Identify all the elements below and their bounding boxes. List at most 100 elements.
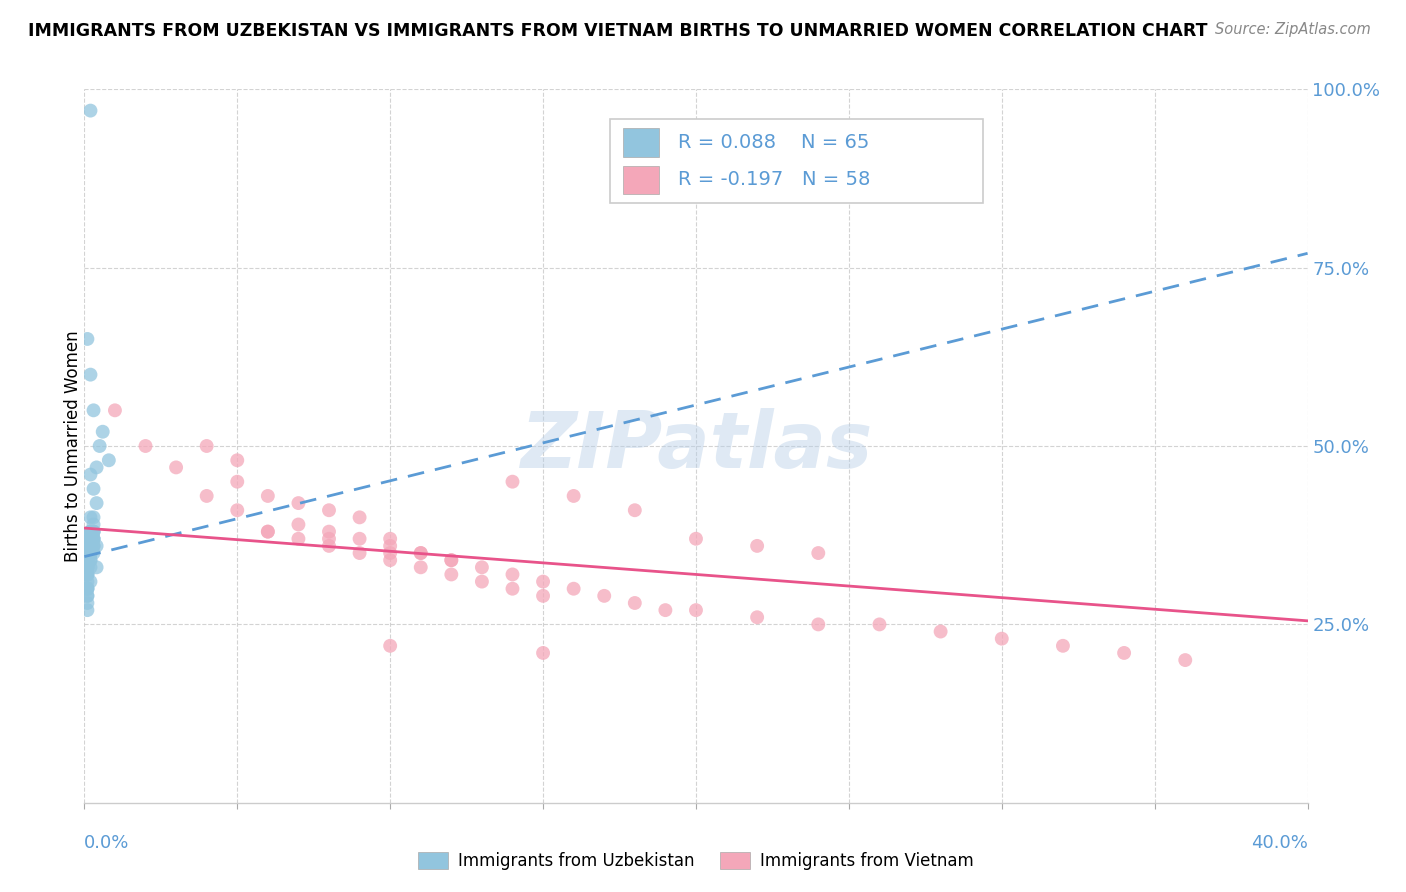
Point (685, 603, 707, 617)
Point (471, 560, 494, 574)
Text: IMMIGRANTS FROM UZBEKISTAN VS IMMIGRANTS FROM VIETNAM BIRTHS TO UNMARRIED WOMEN : IMMIGRANTS FROM UZBEKISTAN VS IMMIGRANTS… (28, 22, 1208, 40)
Point (380, 546, 402, 560)
Point (593, 589, 616, 603)
Point (1052, 639, 1074, 653)
Point (807, 546, 830, 560)
Point (1174, 653, 1197, 667)
Point (226, 475, 249, 489)
Point (287, 532, 309, 546)
Point (1114, 646, 1136, 660)
Point (83, 539, 105, 553)
Point (79, 539, 101, 553)
Point (502, 475, 524, 489)
Point (79, 546, 101, 560)
Point (83, 532, 105, 546)
Point (86, 496, 108, 510)
FancyBboxPatch shape (610, 120, 983, 203)
Point (135, 439, 157, 453)
Point (79, 532, 101, 546)
Point (76, 567, 98, 582)
Point (83, 524, 105, 539)
Point (83, 524, 105, 539)
Point (76, 560, 98, 574)
Point (76, 332, 98, 346)
Point (747, 610, 769, 624)
Point (380, 532, 402, 546)
Point (257, 489, 280, 503)
Point (349, 510, 371, 524)
Point (380, 553, 402, 567)
Point (807, 617, 830, 632)
Point (76, 582, 98, 596)
Point (562, 489, 585, 503)
Point (76, 589, 98, 603)
Point (76, 567, 98, 582)
Point (165, 460, 187, 475)
Point (76, 553, 98, 567)
Point (257, 524, 280, 539)
Y-axis label: Births to Unmarried Women: Births to Unmarried Women (65, 330, 82, 562)
Point (409, 560, 432, 574)
Point (76, 603, 98, 617)
Point (409, 546, 432, 560)
Point (76, 582, 98, 596)
Bar (623, 128, 659, 157)
Point (531, 589, 554, 603)
Point (502, 567, 524, 582)
Point (502, 582, 524, 596)
Point (531, 574, 554, 589)
Point (104, 403, 127, 417)
Point (79, 524, 101, 539)
Point (257, 524, 280, 539)
Point (76, 546, 98, 560)
Point (318, 503, 340, 517)
Point (79, 539, 101, 553)
Point (76, 567, 98, 582)
Point (318, 524, 340, 539)
Point (380, 639, 402, 653)
Point (83, 482, 105, 496)
Text: 40.0%: 40.0% (1251, 834, 1308, 852)
Point (79, 368, 101, 382)
Point (654, 603, 676, 617)
Point (76, 574, 98, 589)
Point (79, 467, 101, 482)
Point (79, 546, 101, 560)
Point (195, 439, 218, 453)
Point (380, 539, 402, 553)
Point (79, 553, 101, 567)
Point (562, 582, 585, 596)
Point (624, 596, 647, 610)
Point (226, 503, 249, 517)
Point (440, 567, 463, 582)
Point (869, 617, 891, 632)
Text: ZIPatlas: ZIPatlas (520, 408, 872, 484)
Point (79, 546, 101, 560)
Point (83, 546, 105, 560)
Point (79, 546, 101, 560)
Point (318, 539, 340, 553)
Point (76, 560, 98, 574)
Point (349, 532, 371, 546)
Point (89, 439, 111, 453)
Point (471, 574, 494, 589)
Point (83, 532, 105, 546)
Point (76, 553, 98, 567)
Point (195, 489, 218, 503)
Point (287, 517, 309, 532)
Point (318, 532, 340, 546)
Point (97, 453, 120, 467)
Point (76, 546, 98, 560)
Text: R = -0.197   N = 58: R = -0.197 N = 58 (678, 170, 870, 189)
Point (83, 532, 105, 546)
Point (79, 574, 101, 589)
Point (91, 425, 114, 439)
Point (86, 539, 108, 553)
Point (79, 560, 101, 574)
Point (79, 539, 101, 553)
Point (86, 560, 108, 574)
Text: Source: ZipAtlas.com: Source: ZipAtlas.com (1215, 22, 1371, 37)
Legend: Immigrants from Uzbekistan, Immigrants from Vietnam: Immigrants from Uzbekistan, Immigrants f… (412, 845, 980, 877)
Point (79, 539, 101, 553)
Point (440, 553, 463, 567)
